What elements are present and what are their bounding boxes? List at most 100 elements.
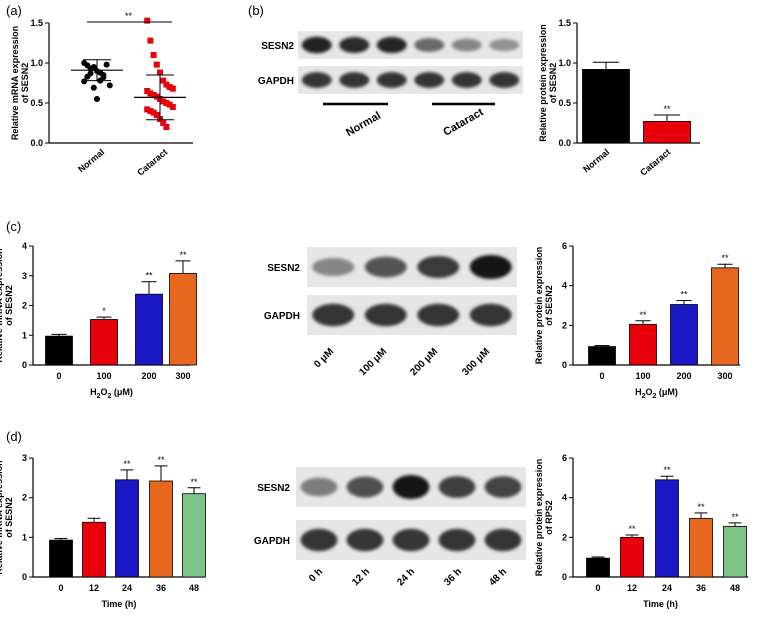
significance-label: ** <box>663 465 671 475</box>
blot-band <box>301 36 332 54</box>
x-tick-label: Cataract <box>638 147 672 178</box>
blot-band <box>346 528 384 552</box>
y-tick-label: 1.0 <box>558 58 571 68</box>
bar <box>629 323 657 366</box>
data-point <box>94 96 100 102</box>
data-point <box>169 104 176 110</box>
blot-row-label: SESN2 <box>261 41 294 52</box>
data-point <box>147 37 154 44</box>
data-point <box>160 77 167 84</box>
x-tick-label: 24 <box>662 583 672 593</box>
y-tick-label: 0 <box>562 572 567 582</box>
data-point <box>81 78 88 85</box>
y-tick-label: 0.0 <box>558 138 571 148</box>
y-tick-label: 2 <box>562 532 567 542</box>
significance-label: ** <box>680 290 688 300</box>
data-point <box>153 93 160 100</box>
panel-label: (a) <box>6 3 22 18</box>
x-tick-label: 0 <box>56 371 61 381</box>
blot-band <box>376 72 407 88</box>
y-axis-label-line: Relative protein expression <box>534 459 544 577</box>
western-blot-c: SESN2 GAPDH 0 μM 100 μM 200 μM 300 μM <box>264 247 517 378</box>
y-axis-label-line: of SESN2 <box>548 63 558 104</box>
y-axis-label-line: Relative mRNA expression <box>0 460 4 574</box>
x-axis-label-part: O <box>645 387 652 397</box>
blot-band <box>339 36 370 54</box>
bar <box>115 479 139 578</box>
x-tick-label: 24 <box>122 583 132 593</box>
y-tick-label: 0.5 <box>30 98 43 108</box>
blot-band <box>392 528 430 552</box>
bar <box>643 121 691 144</box>
significance-label: ** <box>721 253 729 263</box>
blot-band <box>484 528 522 552</box>
x-axis-label-part: O <box>100 387 107 397</box>
lane-label: 24 h <box>395 566 417 588</box>
y-tick-label: 0 <box>562 360 567 370</box>
y-tick-label: 6 <box>562 453 567 463</box>
y-axis-label-line: Relative protein expression <box>538 24 548 142</box>
y-tick-label: 1 <box>22 532 27 542</box>
x-tick-label: 0 <box>599 371 604 381</box>
data-point <box>169 85 176 92</box>
blot-band <box>392 475 430 499</box>
significance-label: ** <box>731 512 739 522</box>
x-tick-label: 100 <box>635 371 650 381</box>
data-point <box>87 70 94 77</box>
x-tick-label: 0 <box>58 583 63 593</box>
blot-membrane <box>298 31 523 59</box>
x-axis-label: Time (h) <box>102 599 137 609</box>
y-axis-label: Relative protein expressionof SESN2 <box>534 247 554 365</box>
x-axis-label-part: 2 <box>97 393 101 400</box>
y-tick-label: 2 <box>22 301 27 311</box>
blot-band <box>417 255 460 279</box>
blot-band <box>312 303 355 327</box>
y-axis-label: Relative mRNA expressionof SESN2 <box>0 460 14 574</box>
significance-label: ** <box>190 477 198 487</box>
lane-label: 100 μM <box>357 346 389 378</box>
lane-label: 12 h <box>350 566 372 588</box>
panel-label: (c) <box>6 219 21 234</box>
lane-label: 0 h <box>307 566 325 584</box>
bar <box>670 304 698 366</box>
lane-label: 300 μM <box>460 346 492 378</box>
lane-label: 0 μM <box>312 346 336 370</box>
blot-band <box>339 72 370 88</box>
data-point <box>160 120 167 126</box>
y-tick-label: 3 <box>22 453 27 463</box>
data-point <box>147 90 154 97</box>
x-tick-label: 300 <box>717 371 732 381</box>
y-tick-label: 1.0 <box>30 58 43 68</box>
x-tick-label: 48 <box>730 583 740 593</box>
x-axis-label-part: (μM) <box>111 387 133 397</box>
y-tick-label: 0 <box>22 572 27 582</box>
data-point <box>144 106 151 113</box>
significance-label: ** <box>697 502 705 512</box>
blot-band <box>489 38 520 52</box>
lane-label: 48 h <box>487 566 509 588</box>
y-tick-label: 4 <box>22 241 27 251</box>
x-axis-label-part: H <box>635 387 642 397</box>
y-tick-label: 4 <box>562 281 567 291</box>
blot-band <box>438 528 476 552</box>
data-point <box>157 69 163 76</box>
y-tick-label: 0 <box>22 360 27 370</box>
bar <box>182 493 206 578</box>
bar <box>45 335 73 366</box>
y-axis-label: Relative mRNA expressionof SESN2 <box>10 26 30 140</box>
x-tick-label: Normal <box>581 147 611 175</box>
data-point <box>160 98 167 105</box>
data-point <box>100 74 107 81</box>
x-tick-label: 100 <box>96 371 111 381</box>
bar <box>582 69 630 144</box>
panel-label: (d) <box>6 429 22 444</box>
y-axis-label: Relative mRNA expressionof SESN2 <box>0 248 14 362</box>
data-point <box>103 61 110 68</box>
bar <box>169 272 197 366</box>
blot-band <box>364 256 407 278</box>
x-tick-label: 36 <box>696 583 706 593</box>
y-axis-label-line: of SESN2 <box>544 285 554 326</box>
y-tick-label: 2 <box>562 320 567 330</box>
data-point <box>163 100 170 106</box>
